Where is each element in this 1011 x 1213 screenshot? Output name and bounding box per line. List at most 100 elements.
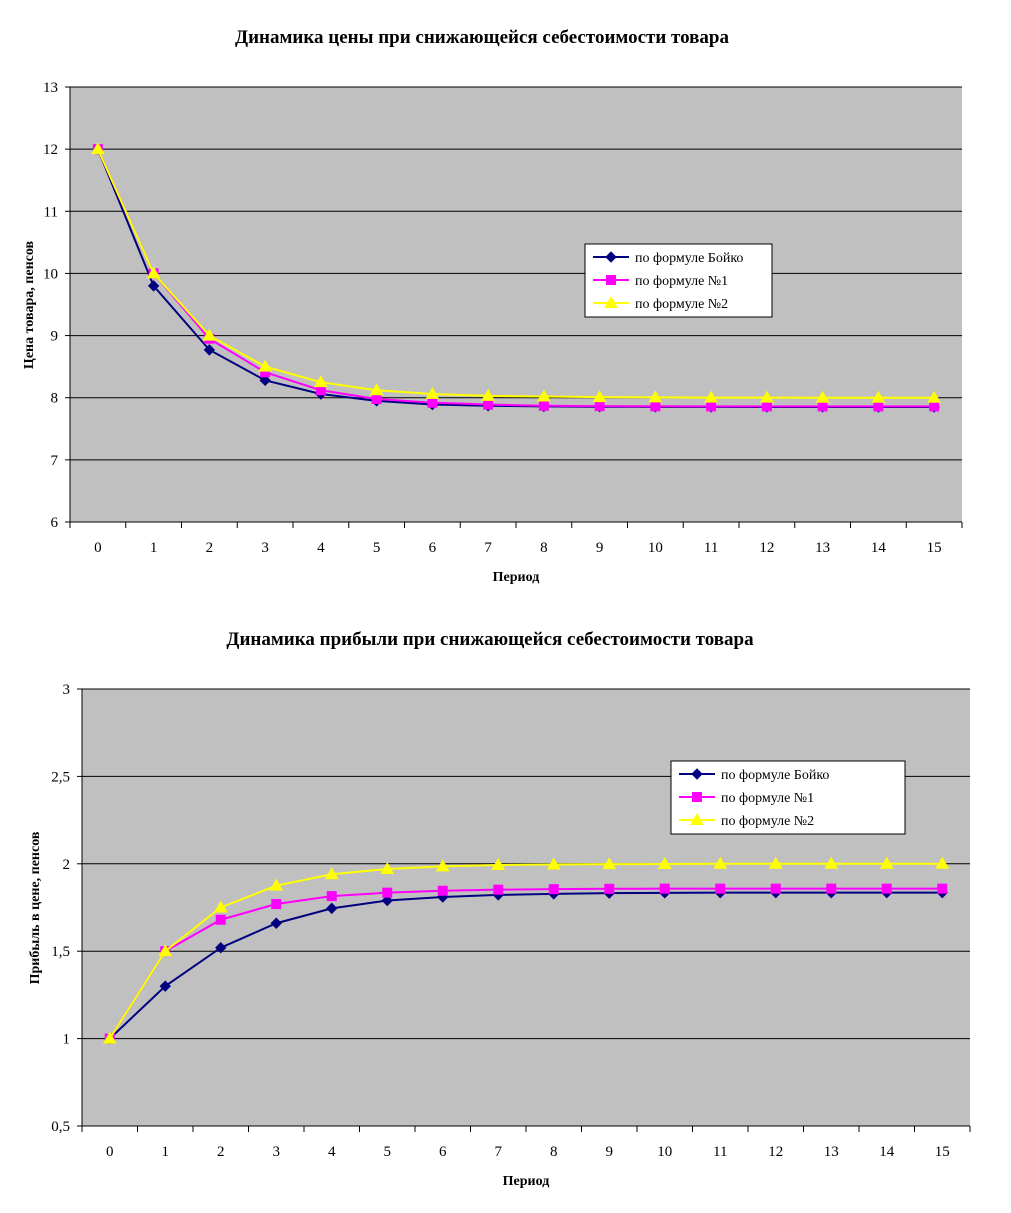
data-point-boyko	[259, 374, 271, 387]
x-tick-label: 14	[871, 540, 887, 556]
data-point-boyko	[381, 894, 393, 907]
x-tick-label: 11	[713, 1144, 727, 1160]
y-tick-label: 9	[51, 329, 59, 345]
data-point-formula1	[659, 883, 670, 894]
profit-y-axis-label: Прибыль в цене, пенсов	[28, 831, 43, 984]
x-tick-label: 6	[439, 1144, 447, 1160]
data-point-formula2	[657, 856, 672, 869]
profit-series	[102, 856, 950, 1045]
data-point-formula2	[602, 857, 617, 870]
x-tick-label: 3	[261, 540, 269, 556]
legend-marker-formula2	[690, 812, 704, 825]
series-formula2	[91, 142, 941, 403]
y-tick-label: 12	[43, 142, 58, 158]
data-point-formula2	[824, 856, 839, 869]
price-plot-area	[70, 87, 962, 522]
data-point-formula2	[927, 390, 941, 403]
data-point-formula1	[382, 887, 393, 898]
data-point-formula1	[594, 401, 605, 412]
data-point-boyko	[203, 344, 216, 356]
data-point-boyko	[215, 941, 227, 954]
series-line-boyko	[109, 891, 943, 1040]
price-gridlines	[70, 86, 962, 461]
data-point-formula1	[326, 891, 337, 902]
price-x-tick-labels: 0 1 2 3 4 5 6 7 8 9 10 11 12 13 14 15	[94, 540, 942, 556]
legend-marker-formula2	[604, 295, 618, 308]
data-point-formula2	[158, 944, 173, 957]
x-tick-label: 4	[317, 540, 325, 556]
data-point-formula2	[258, 359, 272, 372]
legend-label-boyko: по формуле Бойко	[635, 251, 743, 266]
data-point-formula1	[371, 393, 382, 404]
series-line-formula1	[108, 887, 943, 1040]
legend-label-formula2: по формуле №2	[721, 814, 814, 829]
data-point-boyko	[159, 980, 171, 992]
data-point-formula2	[102, 1031, 117, 1044]
data-point-formula2	[91, 142, 105, 155]
y-tick-label: 3	[63, 682, 71, 698]
data-point-formula2	[202, 328, 217, 341]
x-tick-label: 7	[495, 1144, 503, 1160]
y-tick-label: 11	[44, 204, 58, 220]
x-tick-label: 15	[927, 540, 942, 556]
data-point-formula2	[546, 857, 561, 870]
x-tick-label: 7	[484, 540, 492, 556]
data-point-formula1	[437, 885, 448, 896]
legend-marker-boyko	[605, 251, 617, 263]
data-point-formula1	[706, 401, 717, 412]
x-tick-label: 3	[273, 1144, 281, 1160]
data-point-formula2	[760, 390, 774, 403]
x-tick-label: 1	[150, 540, 158, 556]
data-point-formula2	[213, 900, 228, 913]
data-point-formula1	[937, 883, 948, 894]
profit-plot-area	[82, 689, 970, 1126]
price-y-axis-label: Цена товара, пенсов	[22, 240, 37, 369]
profit-x-tick-labels: 0 1 2 3 4 5 6 7 8 9 10 11 12 13 14 15	[106, 1144, 950, 1160]
price-y-tick-labels: 13 12 11 10 9 8 7 6	[43, 80, 59, 531]
data-point-formula1	[873, 401, 884, 412]
data-point-formula1	[650, 401, 661, 412]
profit-x-axis-label: Период	[503, 1174, 550, 1189]
price-chart: Динамика цены при снижающейся себестоимо…	[22, 27, 963, 585]
data-point-formula2	[871, 390, 886, 403]
x-tick-label: 10	[657, 1144, 672, 1160]
data-point-formula2	[324, 867, 339, 880]
legend-marker-boyko	[691, 768, 703, 780]
data-point-formula1	[929, 401, 940, 412]
series-formula2	[102, 856, 950, 1044]
y-tick-label: 10	[43, 266, 58, 282]
series-line-formula1	[96, 148, 935, 408]
data-point-formula1	[548, 884, 559, 895]
data-point-formula1	[770, 883, 781, 894]
x-tick-label: 11	[704, 540, 718, 556]
y-tick-label: 1,5	[51, 944, 70, 960]
price-series	[91, 142, 941, 413]
data-point-formula1	[817, 401, 828, 412]
data-point-formula1	[538, 400, 549, 411]
x-tick-label: 8	[550, 1144, 558, 1160]
data-point-formula1	[604, 883, 615, 894]
x-tick-label: 13	[824, 1144, 839, 1160]
data-point-formula1	[483, 399, 494, 410]
data-point-formula2	[879, 856, 894, 869]
data-point-formula2	[369, 383, 384, 396]
x-tick-label: 12	[768, 1144, 783, 1160]
profit-chart: Динамика прибыли при снижающейся себесто…	[28, 629, 971, 1189]
y-tick-label: 6	[51, 515, 59, 531]
y-tick-label: 7	[51, 453, 59, 469]
price-legend: по формуле Бойко по формуле №1 по формуле …	[584, 243, 773, 318]
data-point-boyko	[326, 902, 338, 915]
data-point-formula2	[648, 390, 663, 403]
data-point-boyko	[147, 280, 160, 292]
y-tick-label: 2	[63, 857, 71, 873]
x-tick-label: 5	[373, 540, 381, 556]
data-point-formula1	[761, 401, 772, 412]
data-point-formula2	[537, 389, 551, 402]
price-axes	[65, 86, 963, 528]
x-tick-label: 9	[606, 1144, 614, 1160]
data-point-formula2	[713, 856, 728, 869]
x-tick-label: 8	[540, 540, 548, 556]
data-point-formula2	[935, 856, 950, 869]
data-point-formula2	[380, 862, 395, 875]
legend-label-formula2: по формуле №2	[635, 297, 728, 312]
